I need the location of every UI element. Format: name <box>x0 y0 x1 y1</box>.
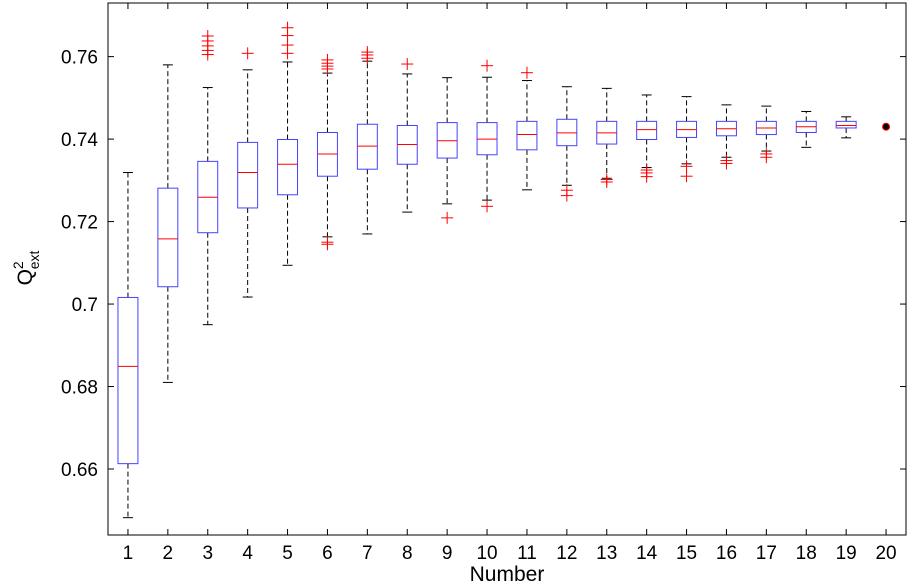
box-group-13 <box>596 87 618 188</box>
x-tick-label: 13 <box>596 543 617 564</box>
x-tick-label: 11 <box>517 543 537 564</box>
box-group-8 <box>396 58 418 213</box>
box-group-20 <box>882 122 891 131</box>
y-tick-label: 0.66 <box>61 460 98 481</box>
iqr-box <box>636 120 658 141</box>
outlier-marker <box>441 211 454 224</box>
y-axis-title-base: Q <box>14 269 37 285</box>
iqr-box <box>157 187 179 288</box>
outlier-marker <box>680 160 693 173</box>
outlier-marker <box>560 184 573 197</box>
iqr-box <box>237 141 259 209</box>
x-tick-label: 6 <box>322 543 333 564</box>
outlier-marker <box>720 154 733 167</box>
box-group-9 <box>436 77 458 224</box>
x-tick-label: 1 <box>123 543 134 564</box>
outlier-marker <box>321 236 334 249</box>
outlier-marker <box>281 21 294 34</box>
box-group-17 <box>755 105 777 164</box>
outlier-marker <box>600 173 613 186</box>
box-group-14 <box>636 94 658 183</box>
plot-frame <box>107 2 907 536</box>
x-tick-label: 16 <box>716 543 737 564</box>
x-tick-label: 9 <box>442 543 453 564</box>
outlier-marker <box>241 47 254 60</box>
x-tick-label: 20 <box>875 543 896 564</box>
outlier-marker <box>481 59 494 72</box>
outlier-marker <box>361 46 374 59</box>
outlier-marker <box>520 66 533 79</box>
x-tick-label: 18 <box>796 543 817 564</box>
outlier-marker <box>760 147 773 160</box>
box-group-1 <box>117 171 139 519</box>
outlier-marker <box>481 200 494 213</box>
x-tick-label: 10 <box>476 543 497 564</box>
iqr-box <box>356 123 378 170</box>
y-axis: 0.66 0.68 0.7 0.72 0.74 0.76 <box>61 48 906 481</box>
x-tick-label: 14 <box>636 543 658 564</box>
outlier-marker <box>321 53 334 66</box>
y-tick-label: 0.76 <box>61 48 98 69</box>
y-axis-title-sub: ext <box>26 250 42 269</box>
x-axis: 1 2 3 4 5 6 7 8 9 10 11 12 13 14 15 16 17 18 19 20 <box>123 3 897 564</box>
box-group-2 <box>157 64 179 383</box>
box-group-10 <box>476 59 498 213</box>
x-tick-label: 8 <box>402 543 413 564</box>
x-axis-title: Number <box>470 563 545 585</box>
box-group-4 <box>237 47 259 298</box>
box-group-15 <box>676 96 698 183</box>
y-tick-label: 0.68 <box>61 378 98 399</box>
box-group-11 <box>516 66 538 191</box>
outlier-marker <box>640 164 653 177</box>
box-group-6 <box>316 53 338 251</box>
y-tick-label: 0.74 <box>61 130 98 151</box>
y-tick-label: 0.72 <box>61 213 98 234</box>
x-tick-label: 12 <box>556 543 577 564</box>
box-group-16 <box>715 104 737 170</box>
y-axis-title-sup: 2 <box>10 261 26 269</box>
x-tick-label: 2 <box>163 543 174 564</box>
y-tick-label: 0.7 <box>72 295 98 316</box>
data-point <box>882 122 891 131</box>
box-group-18 <box>795 110 817 148</box>
x-tick-label: 7 <box>362 543 373 564</box>
y-axis-title: Q2ext <box>10 250 42 285</box>
x-tick-label: 19 <box>836 543 857 564</box>
x-tick-label: 15 <box>676 543 697 564</box>
x-tick-label: 17 <box>756 543 777 564</box>
box-group-12 <box>556 86 578 202</box>
box-group-19 <box>835 116 857 139</box>
x-tick-label: 5 <box>282 543 293 564</box>
box-group-7 <box>356 46 378 235</box>
outlier-marker <box>401 58 414 71</box>
iqr-box <box>835 120 857 129</box>
iqr-box <box>516 120 538 151</box>
outlier-marker <box>201 29 214 42</box>
iqr-box <box>117 296 139 465</box>
iqr-box <box>277 139 299 196</box>
box-group-3 <box>197 29 219 326</box>
box-group-5 <box>277 21 299 266</box>
plot-area <box>107 2 907 536</box>
x-tick-label: 4 <box>242 543 253 564</box>
x-tick-label: 3 <box>202 543 213 564</box>
